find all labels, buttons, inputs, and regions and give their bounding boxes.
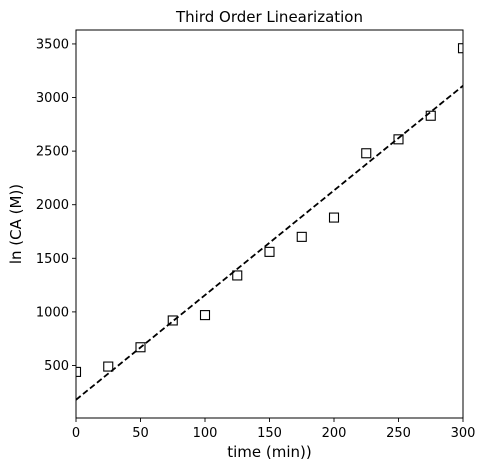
- x-tick-label: 150: [257, 426, 282, 441]
- y-tick-label: 500: [44, 359, 69, 374]
- y-tick-label: 3500: [36, 37, 69, 52]
- data-point: [232, 270, 243, 281]
- x-tick-label: 50: [132, 426, 149, 441]
- data-point: [199, 310, 211, 321]
- x-axis-title: time (min)): [227, 443, 312, 461]
- y-tick-label: 1000: [36, 305, 69, 320]
- x-tick-label: 200: [322, 426, 347, 441]
- chart-title: Third Order Linearization: [175, 8, 363, 26]
- y-tick-label: 2500: [36, 145, 69, 160]
- data-point: [103, 361, 114, 372]
- x-tick-label: 100: [193, 426, 218, 441]
- y-tick-label: 3000: [36, 91, 69, 106]
- data-point: [76, 366, 82, 377]
- data-point: [264, 246, 275, 257]
- x-tick-label: 300: [451, 426, 476, 441]
- y-tick-label: 2000: [36, 198, 69, 213]
- x-tick-label: 0: [72, 426, 80, 441]
- fit-line: [76, 85, 463, 401]
- data-point: [361, 148, 372, 159]
- data-point: [425, 110, 436, 121]
- data-point: [167, 315, 178, 326]
- data-point: [393, 134, 404, 145]
- data-point: [457, 43, 463, 54]
- plot-area: 0 50 100 150 200 250 300 500 1000 1500 2000 2500 300…: [36, 29, 476, 441]
- y-tick-label: 1500: [36, 252, 69, 267]
- y-axis-title: ln (CA (M)): [7, 184, 25, 264]
- x-tick-label: 250: [386, 426, 411, 441]
- data-point: [296, 231, 307, 242]
- plot-frame: [75, 29, 464, 419]
- data-point: [328, 212, 340, 223]
